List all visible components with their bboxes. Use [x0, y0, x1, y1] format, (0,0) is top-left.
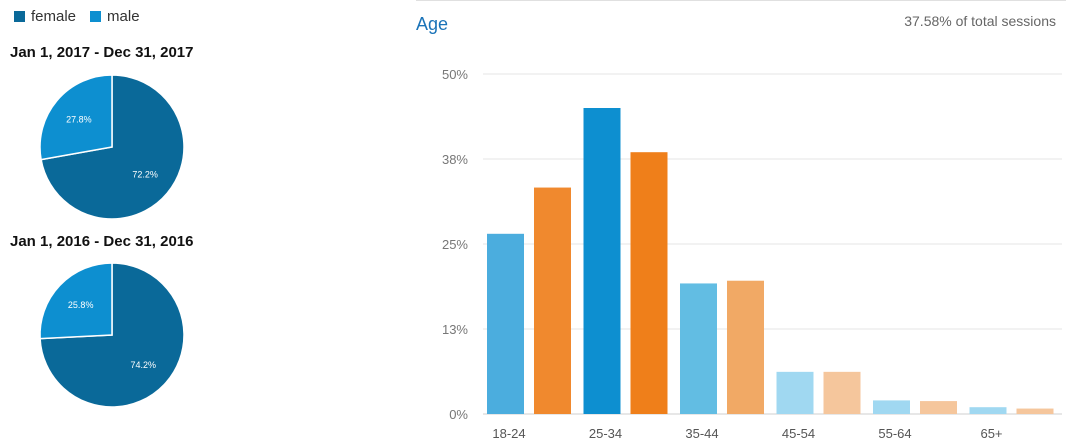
pie-slice-label-male: 25.8% [68, 300, 94, 310]
age-bar-18-24-b[interactable] [534, 187, 571, 414]
age-bar-65+-a[interactable] [969, 407, 1007, 414]
pie-title-2016: Jan 1, 2016 - Dec 31, 2016 [10, 233, 194, 250]
age-bar-45-54-a[interactable] [776, 371, 814, 414]
x-tick-label: 45-54 [782, 426, 815, 441]
age-bar-55-64-b[interactable] [920, 401, 957, 414]
age-panel: Age 37.58% of total sessions 0% 13% 25% 38%… [410, 0, 1068, 442]
pie-slice-male[interactable] [39, 74, 113, 161]
y-tick-label: 50% [442, 67, 468, 82]
y-tick-label: 25% [442, 237, 468, 252]
panel-divider [416, 0, 1066, 1]
pie-slice-label-female: 72.2% [132, 170, 158, 180]
legend-label-female: female [31, 8, 77, 25]
age-bar-25-34-a[interactable] [583, 108, 621, 414]
age-bar-55-64-a[interactable] [873, 400, 910, 414]
legend-label-male: male [107, 8, 140, 25]
pie-slice-label-male: 27.8% [66, 114, 92, 124]
pie-title-2017: Jan 1, 2017 - Dec 31, 2017 [10, 44, 194, 61]
age-bar-18-24-a[interactable] [487, 233, 524, 414]
age-bar-25-34-b[interactable] [630, 152, 668, 414]
pie-slice-male[interactable] [39, 262, 113, 340]
y-tick-label: 13% [442, 322, 468, 337]
x-tick-label: 55-64 [878, 426, 911, 441]
legend-item-male[interactable]: male [90, 8, 140, 25]
x-tick-label: 35-44 [685, 426, 718, 441]
age-bar-65+-b[interactable] [1016, 408, 1054, 414]
age-bar-chart: 0% 13% 25% 38% 50% 18-24 25-34 35-44 45-54 55-64 6… [442, 67, 1062, 441]
gender-panel: female male Jan 1, 2017 - Dec 31, 2017 7… [0, 0, 240, 442]
sessions-share: 37.58% of total sessions [904, 13, 1056, 29]
age-bar-35-44-b[interactable] [727, 280, 764, 414]
pie-slice-label-female: 74.2% [131, 360, 157, 370]
gender-legend: female male [14, 8, 140, 25]
y-tick-label: 38% [442, 152, 468, 167]
x-tick-label: 65+ [980, 426, 1002, 441]
x-tick-label: 25-34 [589, 426, 622, 441]
pie-chart-2017: 72.2% 27.8% [39, 74, 185, 220]
x-tick-label: 18-24 [492, 426, 525, 441]
age-bar-35-44-a[interactable] [680, 283, 717, 414]
age-bar-45-54-b[interactable] [823, 371, 861, 414]
legend-swatch-male [90, 11, 102, 22]
legend-item-female[interactable]: female [14, 8, 76, 25]
pie-chart-2016: 74.2% 25.8% [39, 262, 185, 408]
age-chart-title: Age [416, 14, 449, 34]
legend-swatch-female [14, 11, 25, 22]
y-tick-label: 0% [449, 407, 468, 422]
